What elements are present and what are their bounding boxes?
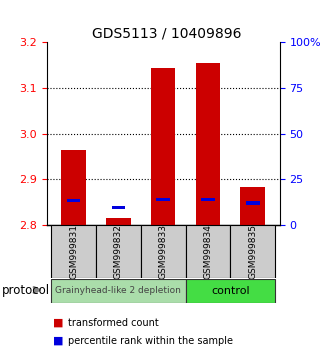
Text: protocol: protocol [2,285,50,297]
Bar [51,225,96,278]
Text: GSM999831: GSM999831 [69,224,78,279]
Text: GSM999835: GSM999835 [248,224,257,279]
Text: ■: ■ [53,318,64,328]
Bar [185,225,230,278]
Bar [185,279,275,303]
Bar [246,201,260,205]
Text: GSM999832: GSM999832 [114,224,123,279]
Text: GSM999833: GSM999833 [159,224,168,279]
Text: ■: ■ [53,336,64,346]
Text: percentile rank within the sample: percentile rank within the sample [68,336,233,346]
Bar [112,206,125,209]
Text: GDS5113 / 10409896: GDS5113 / 10409896 [92,27,241,41]
Bar [151,68,175,225]
Bar [67,199,80,202]
Text: GSM999834: GSM999834 [203,224,212,279]
Bar [61,150,86,225]
Bar [157,198,170,201]
Bar [230,225,275,278]
Bar [96,225,141,278]
Bar [51,279,185,303]
Text: Grainyhead-like 2 depletion: Grainyhead-like 2 depletion [55,286,181,295]
Bar [196,63,220,225]
Bar [201,198,215,201]
Bar [141,225,185,278]
Text: transformed count: transformed count [68,318,159,328]
Text: control: control [211,286,250,296]
Bar [106,218,131,225]
Bar [240,187,265,225]
